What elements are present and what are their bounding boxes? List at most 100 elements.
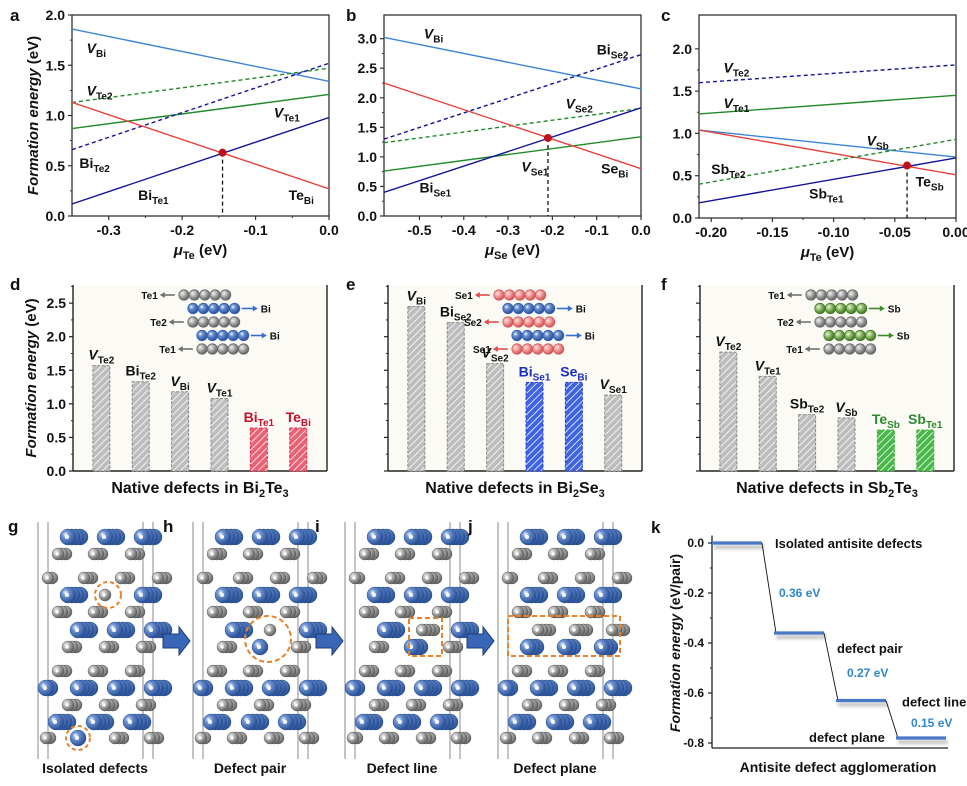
series-label-se-bi: SeBi bbox=[601, 160, 628, 180]
y-tick-label: -0.8 bbox=[683, 736, 704, 750]
bar-label: BiSe1 bbox=[519, 363, 551, 383]
atom-blue bbox=[542, 329, 554, 342]
atom-blue bbox=[502, 302, 514, 315]
atom-highlight bbox=[425, 576, 429, 580]
bar-label: VBi bbox=[407, 287, 427, 307]
y-tick-label: 0.0 bbox=[687, 536, 704, 550]
arrow-left-icon bbox=[168, 319, 174, 325]
label-main: Bi bbox=[519, 363, 533, 379]
atom-blue bbox=[227, 329, 239, 342]
atom-highlight bbox=[230, 628, 234, 632]
series-label-bi-te1: BiTe1 bbox=[138, 187, 169, 207]
x-tick-label: 0.00 bbox=[942, 224, 967, 240]
atom-highlight bbox=[283, 610, 287, 614]
title-part: Te bbox=[894, 480, 912, 497]
series-group bbox=[72, 28, 329, 205]
atom-highlight bbox=[139, 703, 143, 707]
series-group bbox=[699, 64, 956, 204]
series-line-bi-te2 bbox=[72, 62, 329, 151]
atom-gray bbox=[220, 289, 232, 301]
atom-highlight bbox=[273, 576, 277, 580]
label-sub: Te1 bbox=[283, 114, 300, 125]
inset-layer-label: Te1 bbox=[159, 345, 176, 356]
label-sub: Te2 bbox=[729, 170, 746, 181]
atom-highlight bbox=[220, 593, 224, 597]
atom-highlight bbox=[572, 628, 576, 632]
atom-green bbox=[864, 329, 877, 342]
atom-highlight bbox=[112, 686, 116, 690]
atom-red bbox=[523, 316, 535, 328]
atom-highlight bbox=[102, 535, 106, 539]
bar-te-bi bbox=[289, 427, 308, 472]
arrow-right-icon bbox=[576, 332, 582, 339]
atom-gray bbox=[229, 316, 241, 328]
atom-red bbox=[514, 289, 526, 301]
y-tick-label: 0.0 bbox=[46, 208, 66, 224]
bar-v-te1 bbox=[758, 375, 777, 472]
label-sub: Se2 bbox=[611, 51, 629, 62]
y-tick-label: 1.5 bbox=[46, 57, 66, 73]
y-axis-label: Formation energy (eV) bbox=[23, 298, 40, 457]
label-main: Sb bbox=[908, 411, 926, 427]
bar-bi-se1 bbox=[525, 381, 544, 472]
atom-gray bbox=[188, 289, 200, 301]
series-line-v-sb bbox=[699, 129, 956, 158]
atom-highlight bbox=[588, 720, 592, 724]
panel-letter: a bbox=[10, 6, 20, 25]
atom-highlight bbox=[200, 576, 204, 580]
title-sub: 2 bbox=[259, 488, 265, 500]
x-tick-label: -0.5 bbox=[407, 222, 431, 238]
atom-highlight bbox=[525, 645, 529, 649]
panel-letter: d bbox=[10, 275, 20, 294]
bar-sb-te2 bbox=[798, 414, 817, 472]
atom-highlight bbox=[304, 628, 308, 632]
panel-k-chart: 0.0 -0.2 -0.4 -0.6 -0.8 Isolated antisite def… bbox=[651, 518, 966, 775]
x-tick-label: -0.1 bbox=[585, 222, 609, 238]
atom-green bbox=[835, 302, 847, 315]
atom-highlight bbox=[599, 703, 603, 707]
defect-highlight-circle bbox=[65, 725, 91, 751]
atom-highlight bbox=[246, 720, 250, 724]
atom-gray bbox=[833, 343, 846, 355]
arrow-right-icon bbox=[466, 625, 495, 657]
label-main: V bbox=[566, 95, 577, 111]
plot-frame bbox=[71, 14, 330, 217]
label-sub: Te1 bbox=[733, 104, 750, 115]
atom-highlight bbox=[91, 552, 95, 556]
label-sub: Se2 bbox=[454, 313, 472, 324]
atom-red bbox=[502, 316, 514, 328]
panel-letter: f bbox=[661, 275, 667, 294]
level-shadow bbox=[838, 702, 888, 707]
x-tick-label: 0.0 bbox=[631, 222, 651, 238]
label-sub: Sb bbox=[876, 141, 889, 152]
atom-blue bbox=[197, 302, 209, 315]
label-main: V bbox=[482, 345, 493, 361]
atom-highlight bbox=[615, 576, 619, 580]
inset-layer-label: Se1 bbox=[473, 345, 491, 356]
atom-highlight bbox=[65, 593, 69, 597]
series-line-bi-te1 bbox=[72, 116, 329, 205]
atom-highlight bbox=[562, 535, 566, 539]
y-tick-label: 1.5 bbox=[358, 119, 378, 135]
inset-layer-label: Te1 bbox=[786, 345, 803, 356]
atom-highlight bbox=[283, 720, 287, 724]
atom-highlight bbox=[372, 645, 376, 649]
atom-highlight bbox=[55, 610, 59, 614]
label-sub: Bi bbox=[96, 49, 106, 60]
atom-highlight bbox=[53, 720, 57, 724]
series-line-bi-se1 bbox=[384, 107, 641, 194]
atom-highlight bbox=[246, 669, 250, 673]
atom-highlight bbox=[551, 669, 555, 673]
atom-highlight bbox=[562, 593, 566, 597]
level-label: defect pair bbox=[837, 641, 903, 656]
label-sub: Bi bbox=[618, 169, 628, 180]
y-label-main: Formation energy bbox=[23, 330, 40, 457]
atom-highlight bbox=[352, 576, 356, 580]
atom-highlight bbox=[128, 669, 132, 673]
bar-label: VTe2 bbox=[88, 347, 114, 367]
label-main: V bbox=[88, 347, 99, 363]
atom-highlight bbox=[230, 736, 234, 740]
atom-highlight bbox=[350, 686, 354, 690]
label-sub: Bi bbox=[301, 418, 311, 429]
